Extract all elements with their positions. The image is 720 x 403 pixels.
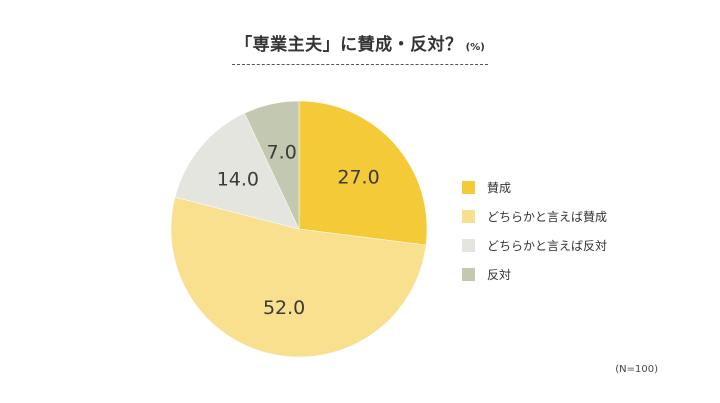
legend: 賛成 どちらかと言えば賛成 どちらかと言えば反対 反対 (462, 178, 607, 294)
pie-slice (244, 100, 300, 230)
sample-size-note: (N=100) (615, 364, 658, 375)
title-divider (232, 64, 488, 65)
legend-swatch (462, 238, 475, 252)
chart-title-area: 「専業主夫」に賛成・反対？ (%) (0, 30, 720, 55)
legend-item-2: どちらかと言えば賛成 (462, 207, 607, 225)
legend-label: 賛成 (487, 180, 512, 195)
legend-swatch (462, 209, 475, 223)
legend-item-3: どちらかと言えば反対 (462, 236, 607, 254)
legend-label: どちらかと言えば反対 (487, 238, 608, 253)
legend-label: どちらかと言えば賛成 (487, 209, 608, 224)
pie-slice (298, 100, 428, 246)
slice-value-label: 27.0 (337, 167, 379, 189)
slice-value-label: 7.0 (267, 142, 297, 164)
unit-label: (%) (465, 42, 485, 53)
pie-slice (174, 112, 300, 230)
legend-swatch (462, 180, 475, 194)
legend-item-1: 賛成 (462, 178, 607, 196)
chart-title: 「専業主夫」に賛成・反対？ (235, 35, 463, 55)
legend-label: 反対 (487, 267, 512, 282)
pie-slice (170, 196, 427, 358)
legend-swatch (462, 267, 475, 281)
slice-value-label: 52.0 (263, 297, 305, 319)
slice-value-label: 14.0 (217, 168, 259, 190)
legend-item-4: 反対 (462, 265, 607, 283)
